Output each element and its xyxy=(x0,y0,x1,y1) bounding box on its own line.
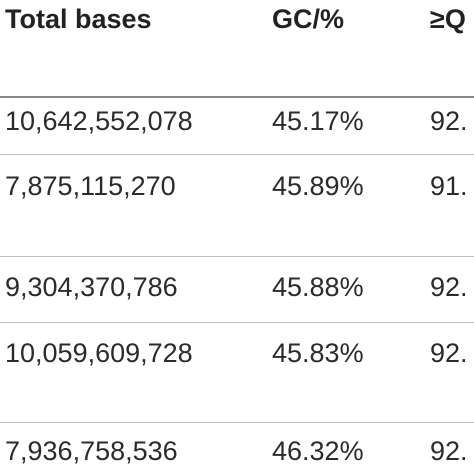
row-rule xyxy=(0,154,474,155)
table-cell: 45.83% xyxy=(272,338,364,368)
table-cell: 45.89% xyxy=(272,171,364,201)
header-cell: Total bases xyxy=(5,4,152,34)
header-cell: ≥Q xyxy=(430,4,466,34)
table-cell: 45.88% xyxy=(272,272,364,302)
row-rule xyxy=(0,422,474,423)
table-cell: 92. xyxy=(430,338,468,368)
table-cell: 10,059,609,728 xyxy=(5,338,193,368)
row-rule xyxy=(0,256,474,257)
table-cell: 45.17% xyxy=(272,106,364,136)
table-cell: 10,642,552,078 xyxy=(5,106,193,136)
table-cell: 7,875,115,270 xyxy=(5,171,176,201)
table-cell: 92. xyxy=(430,436,468,466)
table-cell: 9,304,370,786 xyxy=(5,272,178,302)
row-rule xyxy=(0,322,474,323)
table-cell: 92. xyxy=(430,106,468,136)
table-cell: 91. xyxy=(430,171,468,201)
table-cell: 92. xyxy=(430,272,468,302)
header-rule xyxy=(0,96,474,98)
header-cell: GC/% xyxy=(272,4,345,34)
table-cell: 7,936,758,536 xyxy=(5,436,178,466)
table-cell: 46.32% xyxy=(272,436,364,466)
